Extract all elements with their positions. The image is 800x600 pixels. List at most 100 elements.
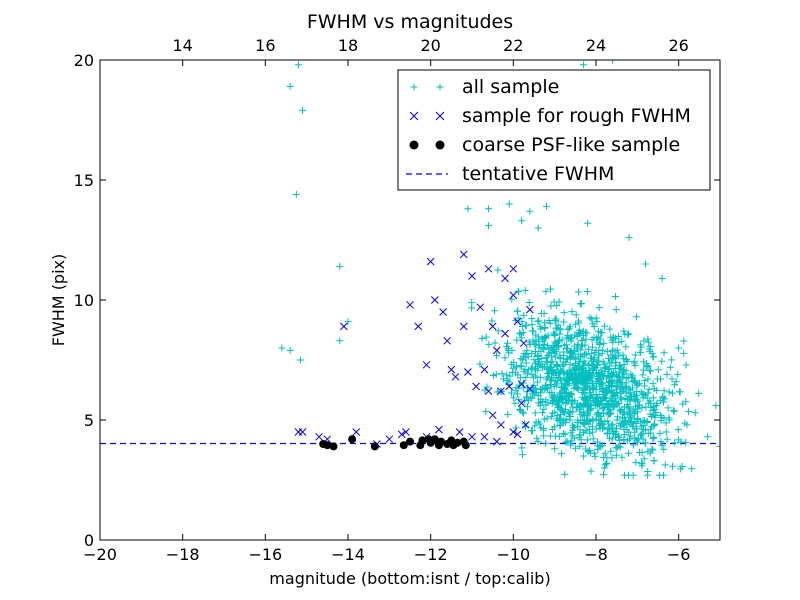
all-sample-point [592,358,600,366]
all-sample-point [518,217,526,225]
all-sample-point [647,367,655,375]
all-sample-point [606,325,614,333]
rough-sample-point [468,272,476,280]
all-sample-point [557,406,565,414]
all-sample-point [601,449,609,457]
all-sample-point [629,471,637,479]
all-sample-point [551,408,559,416]
all-sample-point [547,285,555,293]
rough-sample-point [480,365,489,374]
all-sample-point [574,422,582,430]
all-sample-point [595,409,603,417]
all-sample-point [682,438,690,446]
all-sample-point [608,393,616,401]
all-sample-point [612,451,620,459]
all-sample-point [514,287,522,295]
all-sample-point [712,402,720,410]
all-sample-point [614,432,622,440]
all-sample-point [600,410,608,418]
all-sample-point [628,373,636,381]
all-sample-point [592,314,600,322]
rough-sample-point [385,435,394,444]
all-sample-point [665,388,673,396]
all-sample-point [485,340,493,348]
all-sample-point [593,361,601,369]
all-sample-point [585,385,593,393]
all-sample-point [510,358,518,366]
all-sample-point [674,370,682,378]
all-sample-point [668,389,676,397]
all-sample-point [482,408,490,416]
all-sample-point [642,260,650,268]
all-sample-point [595,351,603,359]
all-sample-point [624,389,632,397]
all-sample-point [619,409,627,417]
coarse-sample-point [437,437,445,446]
all-sample-point [485,222,493,230]
all-sample-point [589,379,597,387]
all-sample-point [577,372,585,380]
all-sample-point [573,342,581,350]
all-sample-point [604,365,612,373]
all-sample-point [534,378,542,386]
all-sample-point [563,355,571,363]
all-sample-point [519,323,527,331]
rough-sample-point [455,428,464,436]
all-sample-point [555,432,563,440]
all-sample-point [546,376,554,384]
all-sample-point [578,329,586,337]
x-tick-label: −6 [667,545,691,564]
all-sample-point [568,353,576,361]
all-sample-point [584,219,592,227]
all-sample-point [585,345,593,353]
all-sample-point [551,445,559,453]
all-sample-point [630,390,638,398]
rough-sample-point [435,425,443,434]
all-sample-point [562,381,570,389]
all-sample-point [565,379,573,387]
all-sample-point [532,418,540,426]
rough-sample-point [492,437,501,446]
all-sample-point [534,438,542,446]
all-sample-point [536,322,544,330]
all-sample-point [593,318,601,326]
all-sample-point [574,340,582,348]
all-sample-point [560,309,568,317]
all-sample-point [551,349,559,357]
all-sample-point [286,346,294,354]
legend-label-coarse: coarse PSF-like sample [462,134,680,156]
all-sample-point [505,349,513,357]
all-sample-point [623,437,631,445]
all-sample-point [588,343,596,351]
all-sample-point [528,363,536,371]
all-sample-point [586,429,594,437]
all-sample-point [540,432,548,440]
all-sample-point [638,460,646,468]
all-sample-point [639,421,647,429]
all-sample-point [716,442,720,450]
all-sample-point [612,389,620,397]
all-sample-point [556,351,564,359]
all-sample-point [604,371,612,379]
all-sample-point [621,394,629,402]
all-sample-point [654,366,662,374]
all-sample-point [529,336,537,344]
all-sample-point [594,400,602,408]
all-sample-point [664,404,672,412]
all-sample-point [567,441,575,449]
all-sample-point [491,339,499,347]
all-sample-point [672,378,680,386]
all-sample-point [531,422,539,430]
all-sample-point [658,357,666,365]
all-sample-point [572,404,580,412]
rough-sample-point [451,372,460,381]
all-sample-point [292,190,300,198]
all-sample-point [530,340,538,348]
all-sample-point [514,307,522,315]
all-sample-point [574,385,582,393]
rough-sample-point [484,387,493,396]
rough-sample-point [414,322,423,331]
all-sample-point [645,385,653,393]
all-sample-point [669,406,677,414]
coarse-sample-point [461,441,470,450]
